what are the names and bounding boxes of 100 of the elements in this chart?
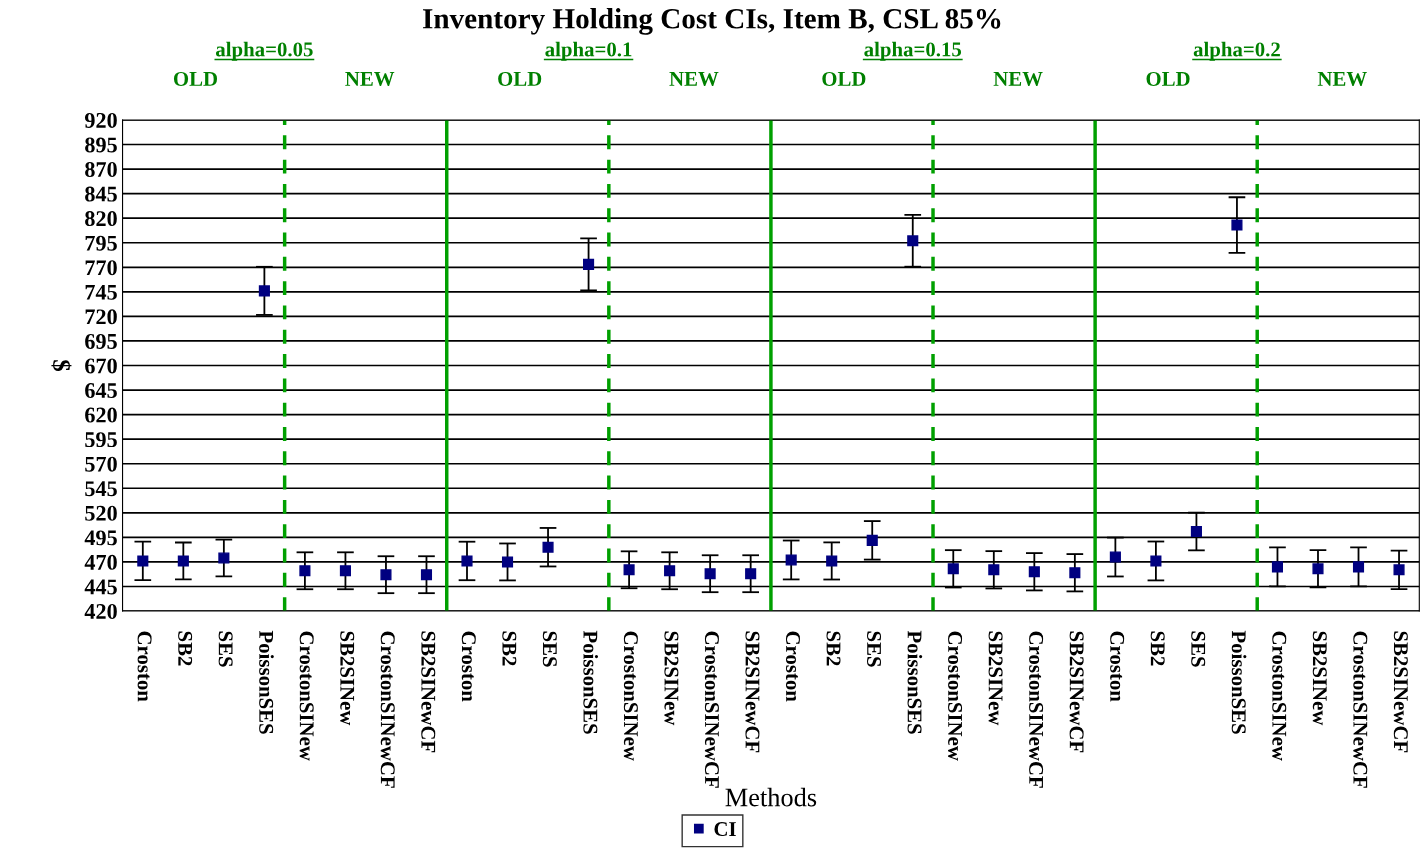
y-tick-label: 520 <box>85 505 117 521</box>
point <box>1028 566 1040 578</box>
y-tick-label: 745 <box>85 284 117 300</box>
x-axis-title: Methods <box>725 787 817 807</box>
text: NEW <box>669 72 719 87</box>
y-tick-label: 870 <box>85 162 117 178</box>
point <box>1312 563 1324 575</box>
x-tick-label: CrostonSINew <box>623 631 638 761</box>
y-tick-label: 820 <box>85 211 117 227</box>
x-tick-label: PoissonSES <box>1231 630 1247 734</box>
text: NEW <box>345 72 395 87</box>
point <box>218 552 230 564</box>
point <box>542 541 554 553</box>
x-tick-label: CrostonSINewCF <box>704 631 719 788</box>
y-tick-label: 570 <box>85 456 117 472</box>
chart-title: Inventory Holding Cost CIs, Item B, CSL 85% <box>423 8 1001 35</box>
text: NEW <box>993 72 1043 87</box>
x-tick-label: SB2 <box>1150 631 1165 666</box>
point <box>785 554 797 566</box>
x-tick-label: SB2 <box>826 631 841 666</box>
y-tick-label: 670 <box>85 358 117 374</box>
legend-label: CI <box>714 822 736 837</box>
text: alpha=0.2 <box>1193 41 1280 61</box>
x-tick-label: SB2SINewCF <box>745 631 760 753</box>
x-tick-label: CrostonSINewCF <box>1029 631 1044 788</box>
point <box>380 569 392 581</box>
x-tick-label: SB2 <box>502 631 517 666</box>
x-tick-label: SB2SINew <box>988 631 1003 726</box>
y-tick-label: 695 <box>85 333 117 349</box>
y-tick-label: 595 <box>85 432 117 448</box>
x-tick-label: Croston <box>461 631 476 702</box>
x-tick-label: SB2 <box>178 631 193 666</box>
y-tick-label: 545 <box>85 481 117 497</box>
text: NEW <box>1317 72 1367 87</box>
x-tick-label: SES <box>867 631 882 667</box>
x-tick-label: SB2SINewCF <box>1393 631 1408 753</box>
x-tick-label: CrostonSINew <box>299 631 314 761</box>
text: OLD <box>1146 71 1190 86</box>
point <box>258 285 270 297</box>
point <box>907 235 919 247</box>
text: OLD <box>173 71 218 86</box>
point <box>137 555 149 567</box>
x-tick-label: SES <box>542 631 557 667</box>
x-tick-label: PoissonSES <box>583 630 599 734</box>
point <box>623 564 635 576</box>
y-tick-label: 495 <box>84 530 117 546</box>
point <box>1109 551 1121 563</box>
text: alpha=0.15 <box>864 41 962 61</box>
y-tick-label: 895 <box>85 137 117 153</box>
point <box>947 563 959 575</box>
x-tick-label: SB2SINewCF <box>421 631 436 753</box>
x-tick-label: SES <box>218 631 233 667</box>
x-tick-label: SB2SINew <box>340 631 355 726</box>
y-tick-label: 720 <box>85 309 117 325</box>
point <box>501 556 514 568</box>
y-axis-title: $ <box>51 360 72 372</box>
x-tick-label: Croston <box>785 631 800 702</box>
point <box>177 555 189 567</box>
text: alpha=0.05 <box>215 41 313 61</box>
x-tick-label: CrostonSINewCF <box>380 631 395 788</box>
y-tick-label: 845 <box>85 186 117 202</box>
y-tick-label: 620 <box>85 407 117 423</box>
point <box>299 565 311 577</box>
x-tick-label: Croston <box>1110 631 1125 702</box>
point <box>1271 561 1284 573</box>
point <box>1190 525 1202 538</box>
text: OLD <box>822 71 866 86</box>
x-tick-label: SB2SINew <box>664 631 679 726</box>
point <box>420 569 433 581</box>
point <box>1393 564 1405 576</box>
point <box>826 555 838 567</box>
text: alpha=0.1 <box>545 41 632 61</box>
x-tick-label: Croston <box>137 631 152 702</box>
y-tick-label: 470 <box>84 554 117 570</box>
y-tick-label: 920 <box>84 112 117 128</box>
y-tick-label: 795 <box>85 235 117 251</box>
point <box>664 565 676 577</box>
point <box>339 565 351 577</box>
text: OLD <box>498 71 542 86</box>
x-tick-label: CrostonSINew <box>948 631 963 761</box>
point <box>1150 555 1162 567</box>
point <box>461 555 473 567</box>
x-tick-label: SB2SINewCF <box>1069 631 1084 753</box>
x-tick-label: SB2SINew <box>1312 631 1327 726</box>
point <box>1069 567 1081 579</box>
y-tick-label: 645 <box>85 383 117 398</box>
x-tick-label: SES <box>1191 631 1206 667</box>
y-tick-label: 420 <box>84 603 117 619</box>
x-tick-label: CrostonSINewCF <box>1353 631 1368 788</box>
point <box>704 568 716 580</box>
x-tick-label: PoissonSES <box>907 630 923 734</box>
point <box>988 564 1000 576</box>
y-tick-label: 445 <box>84 579 117 595</box>
point <box>1352 561 1365 573</box>
point <box>745 568 757 580</box>
point <box>1231 219 1243 231</box>
point <box>866 534 878 546</box>
x-tick-label: CrostonSINew <box>1272 631 1287 761</box>
point <box>583 258 595 270</box>
y-tick-label: 770 <box>85 260 117 276</box>
